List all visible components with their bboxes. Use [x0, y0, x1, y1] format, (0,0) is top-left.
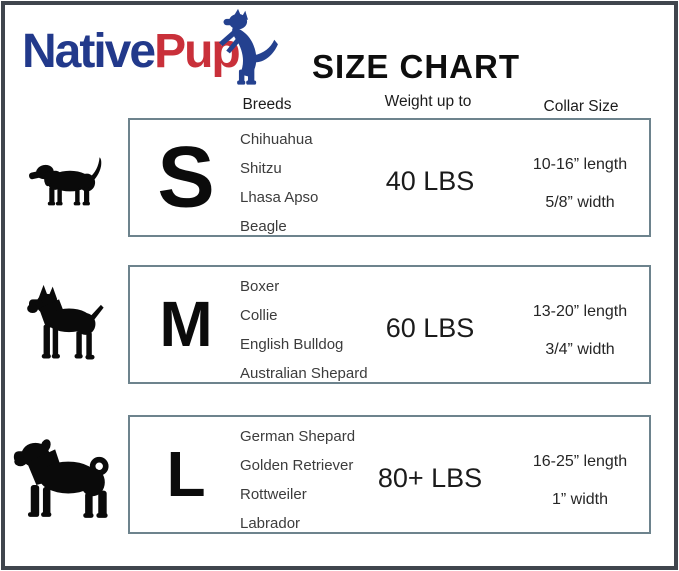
collar-length: 13-20” length — [532, 303, 628, 320]
collar-size: 13-20” length 3/4” width — [496, 267, 664, 382]
collar-width: 3/4” width — [545, 341, 615, 358]
medium-dog-boxer-silhouette-icon — [27, 284, 104, 360]
large-dog-silhouette-icon — [13, 439, 109, 518]
breed-item: Beagle — [240, 218, 287, 235]
breed-item: Collie — [240, 307, 278, 324]
breeds-list: German Shepard Golden Retriever Rottweil… — [240, 422, 355, 538]
collar-width: 1” width — [551, 491, 609, 508]
size-row-large: L German Shepard Golden Retriever Rottwe… — [128, 415, 651, 534]
size-row-small: S Chihuahua Shitzu Lhasa Apso Beagle 40 … — [128, 118, 651, 237]
breed-item: German Shepard — [240, 428, 356, 445]
breeds-list: Boxer Collie English Bulldog Australian … — [240, 272, 368, 388]
brand-name-native: Native — [22, 25, 156, 78]
column-header-weight: Weight up to — [384, 93, 472, 110]
weight-value: 60 LBS — [385, 313, 475, 343]
breed-item: Australian Shepard — [240, 365, 368, 382]
breed-item: Golden Retriever — [240, 457, 354, 474]
breed-item: Lhasa Apso — [240, 189, 319, 206]
collar-length: 16-25” length — [532, 453, 628, 470]
breed-item: Boxer — [240, 278, 280, 295]
brand-logo: NativePup — [22, 25, 241, 79]
size-letter: M — [159, 287, 213, 360]
column-header-breeds: Breeds — [242, 96, 292, 113]
breed-item: Shitzu — [240, 160, 282, 177]
collar-width: 5/8” width — [545, 194, 615, 211]
column-header-collar: Collar Size — [543, 98, 619, 115]
breed-item: Rottweiler — [240, 486, 307, 503]
small-dog-beagle-silhouette-icon — [29, 157, 102, 206]
weight-value: 40 LBS — [385, 166, 475, 196]
collar-size: 16-25” length 1” width — [496, 417, 664, 532]
size-letter: S — [157, 128, 215, 225]
breeds-list: Chihuahua Shitzu Lhasa Apso Beagle — [240, 125, 318, 241]
breed-item: Labrador — [240, 515, 301, 532]
size-row-medium: M Boxer Collie English Bulldog Australia… — [128, 265, 651, 384]
breed-item: English Bulldog — [240, 336, 344, 353]
size-letter: L — [166, 437, 206, 510]
page-title: SIZE CHART — [312, 48, 520, 85]
jumping-pup-icon — [218, 8, 278, 85]
collar-length: 10-16” length — [532, 156, 628, 173]
collar-size: 10-16” length 5/8” width — [496, 120, 664, 235]
weight-value: 80+ LBS — [377, 463, 483, 493]
breed-item: Chihuahua — [240, 131, 313, 148]
brand-name-pup: Pup — [154, 25, 241, 78]
